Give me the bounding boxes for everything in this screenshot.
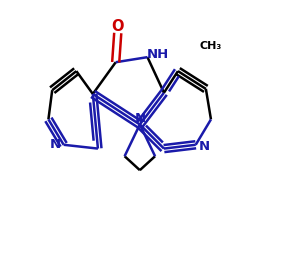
Text: CH₃: CH₃ — [200, 41, 222, 51]
Text: O: O — [112, 19, 124, 34]
Text: N: N — [134, 112, 146, 125]
Text: N: N — [198, 139, 209, 153]
Text: NH: NH — [147, 48, 169, 61]
Text: N: N — [50, 138, 61, 151]
